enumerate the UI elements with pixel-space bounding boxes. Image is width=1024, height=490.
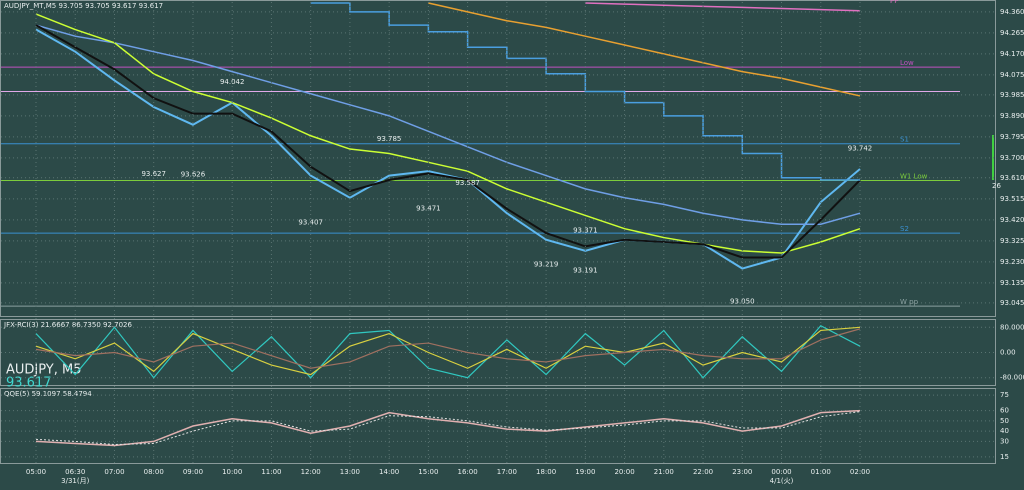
y-tick-label: 93.230 (1000, 258, 1024, 266)
x-tick-label: 20:00 (614, 468, 634, 476)
series-line (585, 2, 861, 12)
x-tick-label: 00:00 (771, 468, 791, 476)
series-line (35, 24, 861, 259)
level-label: S2 (900, 225, 909, 233)
x-tick-label: 11:00 (261, 468, 281, 476)
main-panel-frame (0, 0, 996, 317)
x-tick-label: 21:00 (654, 468, 674, 476)
x-tick-label: 08:00 (144, 468, 164, 476)
price-annotation: 93.471 (416, 205, 441, 213)
x-tick-label: 06:30 (65, 468, 85, 476)
series-line (35, 326, 861, 376)
series-label: PP (890, 0, 898, 5)
x-tick-label: 12:00 (301, 468, 321, 476)
price-annotation: 93.050 (730, 298, 755, 306)
symbol-label: AUDJPY, M5 (6, 363, 82, 378)
rci-title: JFX-RCI(3) 21.6667 86.7350 92.7026 (3, 321, 133, 329)
y-tick-label: 93.700 (1000, 154, 1024, 162)
x-tick-label: 19:00 (575, 468, 595, 476)
x-tick-label: 05:00 (26, 468, 46, 476)
y-tick-label: 50 (1000, 417, 1009, 425)
series-line (35, 24, 861, 226)
series-line (35, 13, 861, 254)
x-tick-label: 02:00 (850, 468, 870, 476)
level-label: W1 Low (900, 172, 928, 180)
x-tick-label: 13:00 (340, 468, 360, 476)
y-tick-label: 75 (1000, 391, 1009, 399)
level-label: S1 (900, 136, 909, 144)
qqe-title: QQE(5) 59.1097 58.4794 (4, 390, 92, 398)
x-tick-label: 15:00 (418, 468, 438, 476)
y-tick-label: 94.360 (1000, 8, 1024, 16)
series-line (428, 2, 861, 97)
level-label: W pp (900, 298, 919, 306)
x-tick-label: 01:00 (811, 468, 831, 476)
y-tick-label: 93.135 (1000, 279, 1024, 287)
x-tick-label: 07:00 (104, 468, 124, 476)
y-tick-label: 93.890 (1000, 112, 1024, 120)
y-tick-label: 93.610 (1000, 174, 1024, 182)
y-tick-label: 30 (1000, 437, 1009, 445)
x-tick-label: 16:00 (458, 468, 478, 476)
y-tick-label: 93.045 (1000, 299, 1024, 307)
y-tick-label: 94.265 (1000, 29, 1024, 37)
y-tick-label: 40 (1000, 427, 1009, 435)
x-tick-label: 17:00 (497, 468, 517, 476)
price-annotation: 93.785 (377, 135, 402, 143)
x-tick-label: 09:00 (183, 468, 203, 476)
x-tick-label: 22:00 (693, 468, 713, 476)
x-tick-label: 10:00 (222, 468, 242, 476)
price-annotation: 93.219 (534, 260, 559, 268)
y-tick-label: 0.00 (1000, 349, 1016, 357)
y-tick-label: 93.795 (1000, 133, 1024, 141)
series-line (35, 409, 861, 447)
y-tick-label: 93.515 (1000, 195, 1024, 203)
price-annotation: 93.742 (848, 145, 873, 153)
date-label: 3/31(月) (61, 477, 89, 485)
series-line (35, 28, 861, 270)
y-tick-label: 94.170 (1000, 50, 1024, 58)
rci-panel-frame (0, 319, 996, 386)
level-label: Low (900, 59, 914, 67)
y-tick-label: 60 (1000, 407, 1009, 415)
y-tick-label: 94.075 (1000, 71, 1024, 79)
x-tick-label: 18:00 (536, 468, 556, 476)
x-tick-label: 23:00 (732, 468, 752, 476)
y-tick-label: 15 (1000, 453, 1009, 461)
series-line (35, 328, 861, 369)
price-label: 93.617 (6, 376, 52, 391)
y-tick-label: 93.325 (1000, 237, 1024, 245)
x-tick-label: 14:00 (379, 468, 399, 476)
y-tick-label: 93.420 (1000, 216, 1024, 224)
chart-title: AUDJPY_MT,M5 93.705 93.705 93.617 93.617 (4, 2, 163, 10)
y-tick-label: 93.985 (1000, 91, 1024, 99)
qqe-panel-frame (0, 388, 996, 464)
side-label: 26 (992, 182, 1001, 190)
date-label: 4/1(火) (770, 477, 794, 485)
